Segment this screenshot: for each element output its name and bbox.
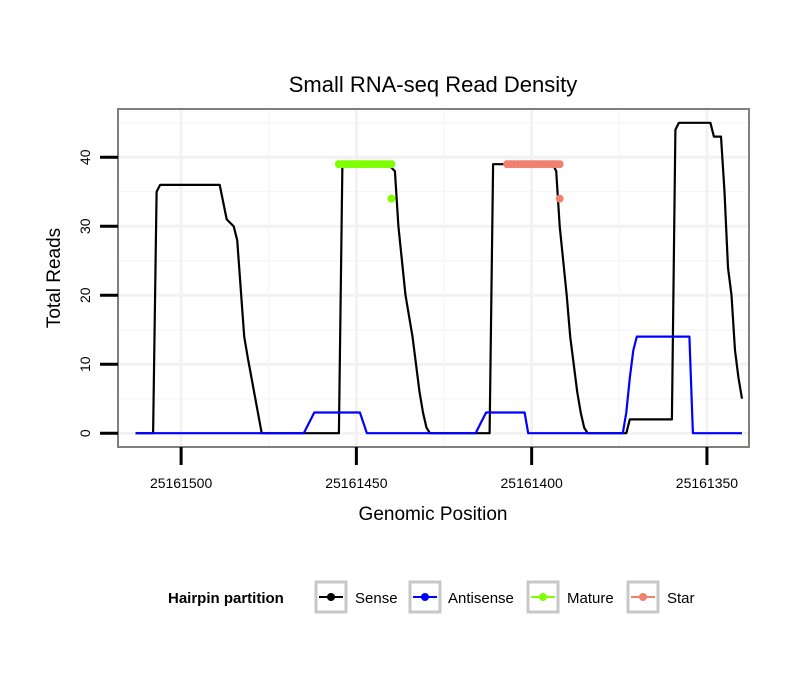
point-mature (387, 160, 396, 169)
y-tick-label: 10 (77, 356, 93, 372)
x-tick-label: 25161350 (676, 475, 739, 491)
x-axis-title: Genomic Position (359, 504, 508, 525)
axis-layer: 0 10 20 30 40 25161500 25161450 25161400 2516135… (77, 149, 738, 491)
series-sense (135, 121, 744, 435)
series-antisense (135, 335, 742, 435)
panel-border (117, 108, 750, 448)
series-star (503, 160, 564, 203)
legend: Hairpin partition Sense Antisense Mature St… (168, 580, 695, 614)
legend-key-point (539, 593, 547, 601)
x-tick-label: 25161400 (501, 475, 564, 491)
x-tick-label: 25161500 (150, 475, 213, 491)
series-mature (334, 160, 396, 203)
legend-key-point (327, 593, 335, 601)
legend-key-point (421, 593, 429, 601)
plot-panel (117, 108, 750, 448)
x-tick-label: 25161450 (325, 475, 388, 491)
legend-item-mature: Mature (526, 580, 614, 614)
legend-title: Hairpin partition (168, 590, 284, 607)
legend-label: Antisense (448, 590, 514, 607)
chart-title: Small RNA-seq Read Density (289, 72, 578, 97)
y-tick-label: 30 (77, 218, 93, 234)
line-antisense (135, 335, 742, 435)
y-axis-title: Total Reads (44, 228, 65, 328)
point-mature (387, 194, 396, 203)
y-tick-label: 0 (77, 429, 93, 437)
legend-label: Star (667, 590, 695, 607)
legend-item-antisense: Antisense (408, 580, 514, 614)
point-star (555, 194, 564, 203)
legend-label: Mature (567, 590, 614, 607)
y-tick-label: 20 (77, 287, 93, 303)
panel-background (118, 109, 749, 447)
legend-item-sense: Sense (314, 580, 398, 614)
legend-item-star: Star (626, 580, 695, 614)
y-tick-label: 40 (77, 149, 93, 165)
legend-items: Sense Antisense Mature Star (314, 580, 695, 614)
line-sense (135, 121, 744, 435)
legend-key-point (639, 593, 647, 601)
series-layer (135, 121, 744, 435)
legend-label: Sense (355, 590, 398, 607)
grid-layer (118, 109, 749, 447)
point-star (555, 160, 564, 169)
